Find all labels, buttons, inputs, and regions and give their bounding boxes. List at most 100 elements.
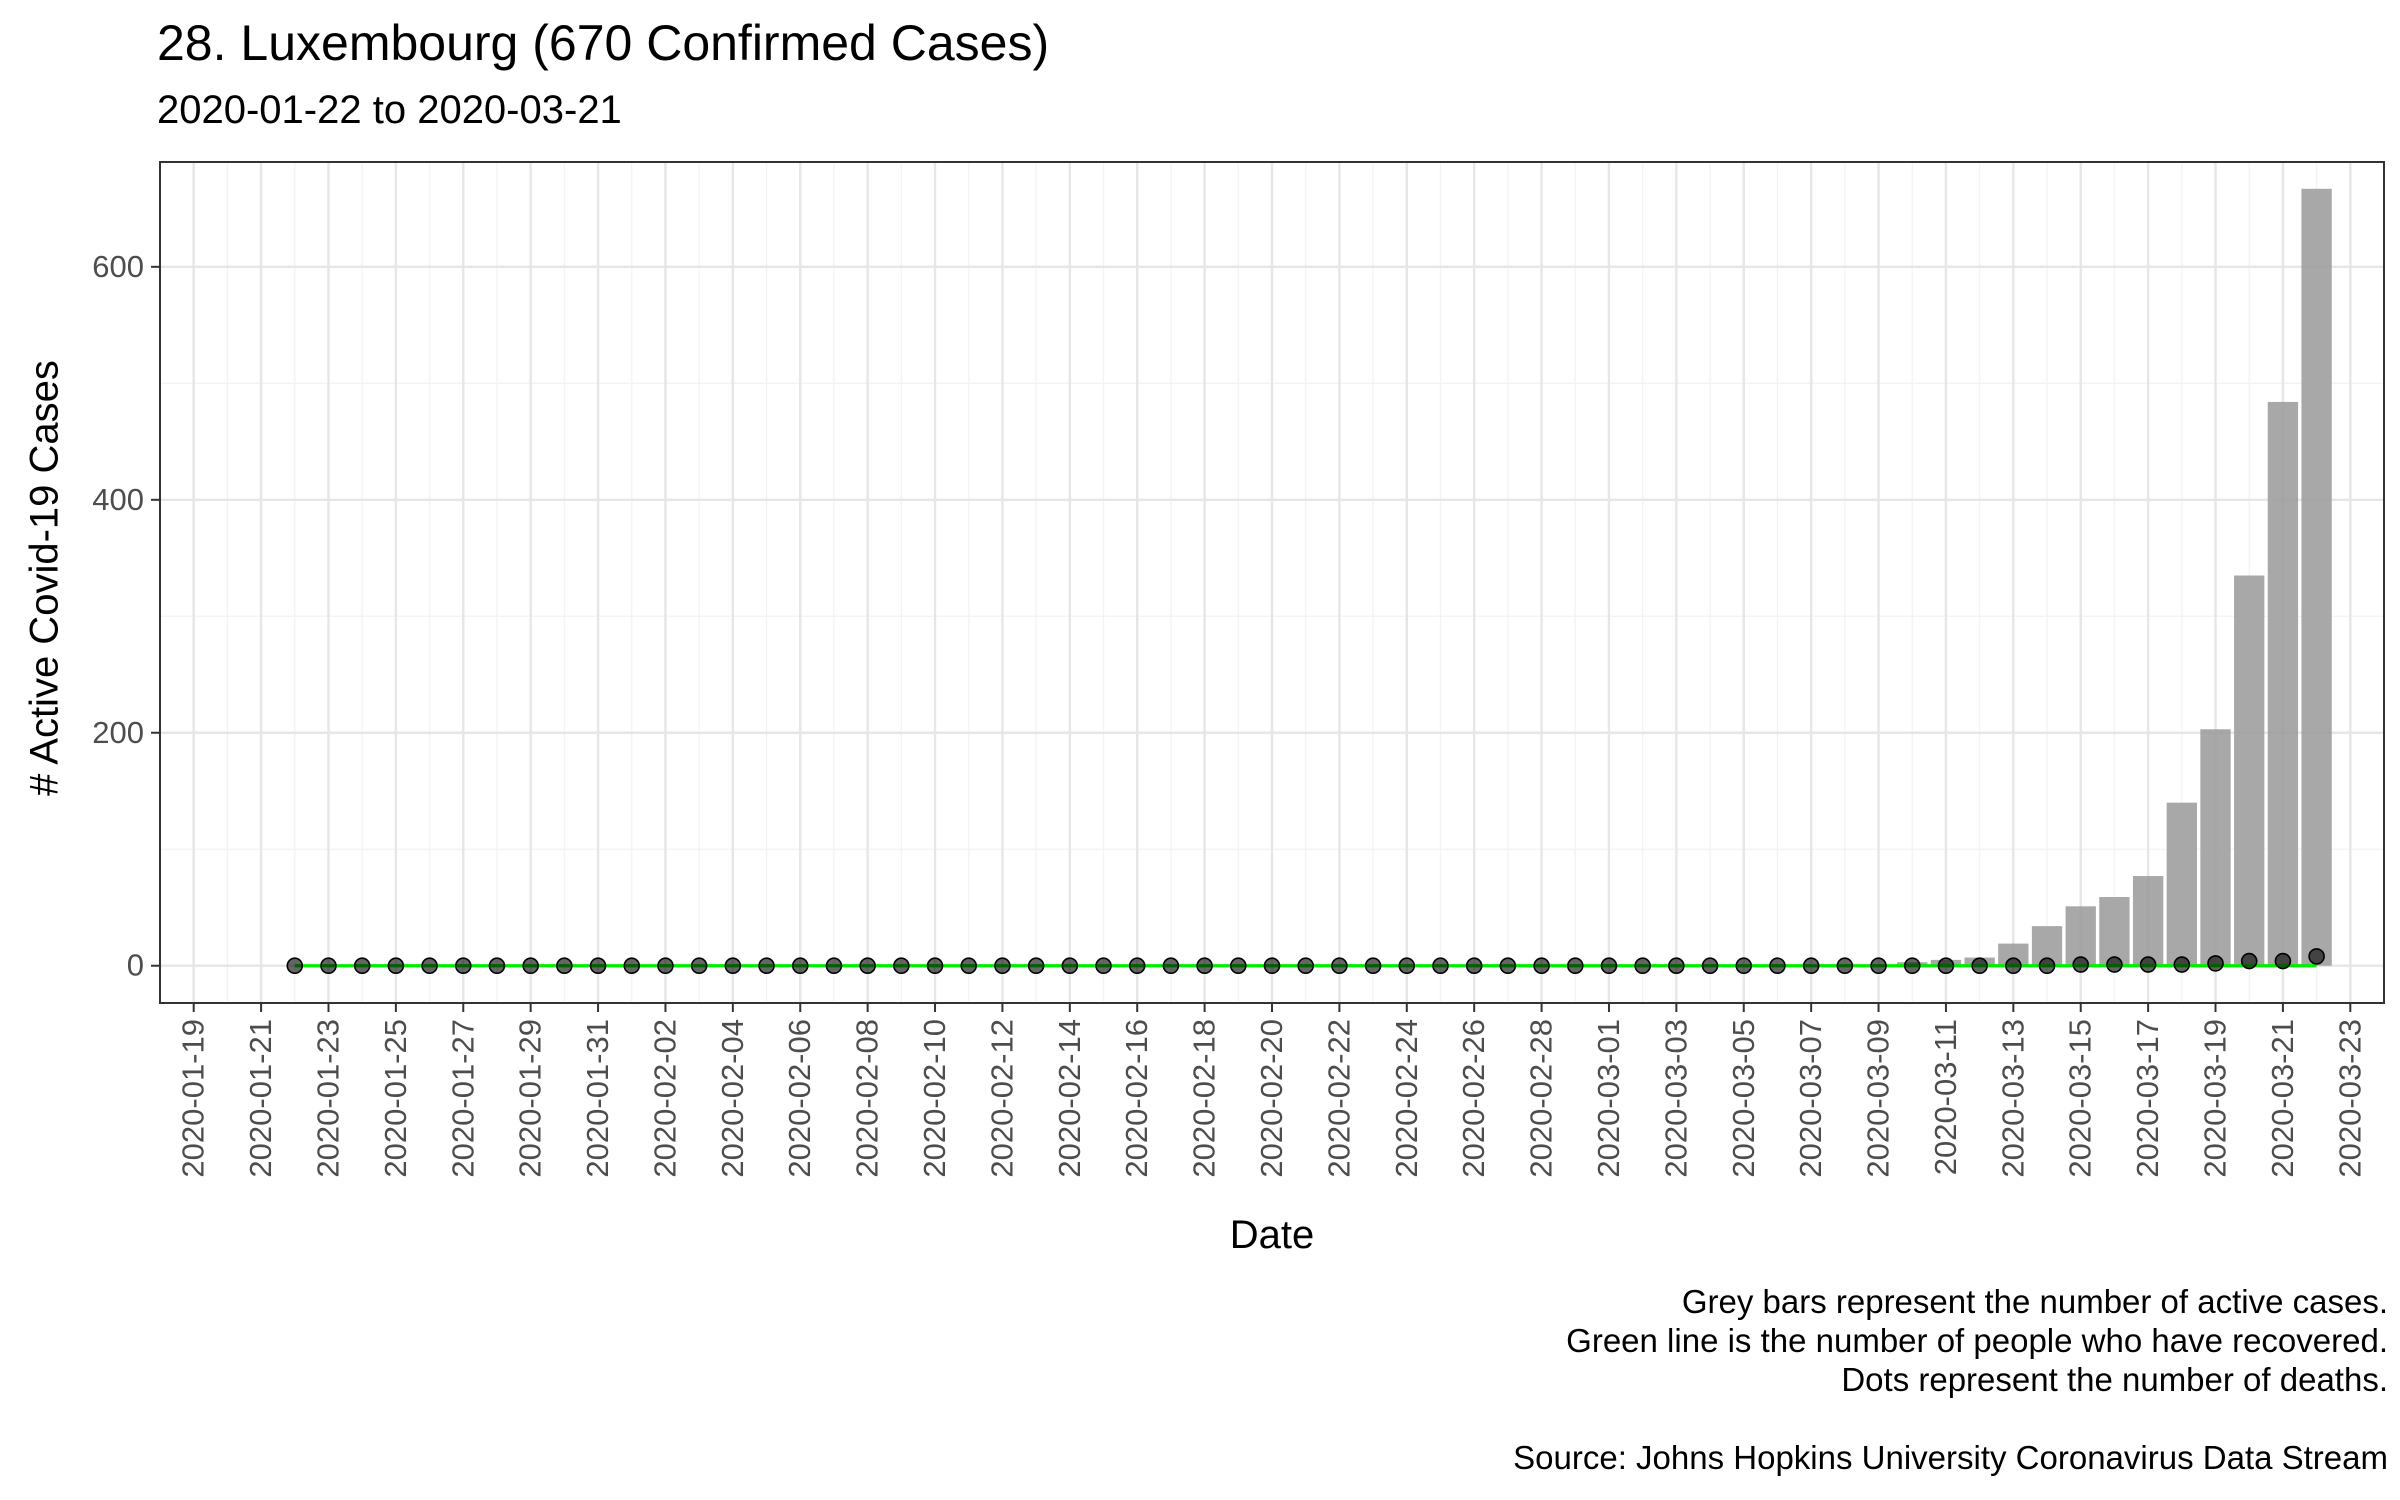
y-tick-label: 0	[127, 948, 144, 983]
x-tick-label: 2020-02-18	[1187, 1019, 1222, 1178]
death-point	[556, 957, 573, 975]
death-point	[1465, 957, 1483, 975]
death-point	[825, 957, 843, 975]
death-point	[1566, 957, 1584, 975]
x-tick-label: 2020-03-03	[1658, 1019, 1693, 1178]
death-point	[320, 957, 337, 975]
x-tick-label: 2020-03-11	[1928, 1019, 1963, 1175]
death-point	[1701, 957, 1719, 975]
x-axis-label: Date	[1229, 1213, 1315, 1257]
death-point	[1398, 957, 1416, 975]
death-point	[1027, 957, 1045, 975]
death-point	[791, 957, 809, 975]
death-point	[1061, 957, 1079, 975]
death-point	[1263, 957, 1281, 975]
death-point	[1331, 957, 1348, 975]
death-point	[2308, 948, 2325, 965]
x-tick-label: 2020-03-05	[1726, 1019, 1761, 1178]
death-point	[1870, 957, 1887, 975]
death-point	[859, 957, 876, 975]
death-point	[421, 957, 438, 975]
death-point	[488, 957, 506, 975]
x-tick-label: 2020-01-19	[176, 1019, 211, 1178]
active-cases-bar	[2234, 575, 2265, 966]
death-point	[1533, 957, 1550, 975]
death-point	[1196, 957, 1213, 975]
x-tick-label: 2020-02-22	[1321, 1019, 1356, 1178]
x-axis: 2020-01-19 2020-01-21 2020-01-23 2020-01-25…	[176, 1003, 2367, 1178]
caption-source: Source: Johns Hopkins University Coronav…	[1513, 1439, 2388, 1476]
x-tick-label: 2020-02-16	[1119, 1019, 1154, 1178]
death-point	[387, 957, 405, 975]
active-cases-bar	[2099, 897, 2130, 966]
death-point	[522, 957, 539, 975]
death-point	[1903, 957, 1921, 975]
active-cases-bar	[2200, 729, 2231, 966]
y-tick-label: 600	[92, 249, 144, 284]
y-axis: 0 200 400 600	[92, 249, 160, 983]
death-point	[1230, 957, 1247, 975]
death-point	[926, 957, 944, 975]
deaths-points	[286, 948, 2325, 975]
chart-caption: Grey bars represent the number of active…	[1513, 1282, 2388, 1477]
death-point	[1128, 957, 1146, 975]
active-cases-bar	[2301, 188, 2332, 966]
death-point	[1971, 957, 1988, 975]
death-point	[690, 957, 708, 975]
death-point	[623, 957, 641, 975]
x-tick-label: 2020-01-23	[310, 1019, 345, 1178]
death-point	[2038, 957, 2056, 975]
y-tick-label: 400	[92, 482, 144, 517]
x-tick-label: 2020-03-17	[2130, 1019, 2165, 1178]
x-tick-label: 2020-01-25	[378, 1019, 413, 1178]
x-tick-label: 2020-03-13	[1995, 1019, 2030, 1178]
x-tick-label: 2020-02-20	[1254, 1019, 1289, 1178]
death-point	[994, 957, 1011, 975]
death-point	[286, 957, 304, 975]
caption-bars-note: Grey bars represent the number of active…	[1681, 1283, 2388, 1320]
y-tick-label: 200	[92, 715, 144, 750]
death-point	[657, 957, 674, 975]
active-cases-bars	[1863, 188, 2332, 966]
death-point	[1668, 957, 1685, 975]
death-point	[454, 957, 472, 975]
death-point	[1095, 957, 1112, 975]
death-point	[2106, 956, 2123, 973]
death-point	[1836, 957, 1854, 975]
death-point	[2072, 956, 2090, 973]
death-point	[2139, 956, 2157, 973]
x-tick-label: 2020-02-14	[1052, 1019, 1087, 1178]
x-tick-label: 2020-03-15	[2063, 1019, 2098, 1178]
death-point	[1297, 957, 1314, 975]
death-point	[1735, 957, 1753, 975]
death-point	[724, 957, 742, 975]
x-tick-label: 2020-03-09	[1861, 1019, 1896, 1178]
death-point	[2005, 957, 2022, 975]
x-tick-label: 2020-01-31	[580, 1019, 615, 1178]
x-tick-label: 2020-02-02	[647, 1019, 682, 1178]
death-point	[960, 957, 978, 975]
death-point	[1499, 957, 1517, 975]
x-tick-label: 2020-03-19	[2198, 1019, 2233, 1178]
x-tick-label: 2020-01-27	[445, 1019, 480, 1178]
death-point	[1802, 957, 1820, 975]
grid-major	[160, 162, 2384, 1003]
x-tick-label: 2020-03-23	[2332, 1019, 2367, 1178]
x-tick-label: 2020-03-07	[1793, 1019, 1828, 1178]
caption-line-note: Green line is the number of people who h…	[1566, 1322, 2388, 1359]
active-cases-bar	[2065, 906, 2096, 966]
x-tick-label: 2020-02-04	[715, 1019, 750, 1178]
x-tick-label: 2020-02-28	[1524, 1019, 1559, 1178]
death-point	[1432, 957, 1449, 975]
x-tick-label: 2020-03-21	[2265, 1019, 2300, 1178]
x-tick-label: 2020-02-26	[1456, 1019, 1491, 1178]
active-cases-bar	[2132, 876, 2164, 966]
chart-title: 28. Luxembourg (670 Confirmed Cases)	[157, 15, 1050, 71]
x-tick-label: 2020-02-08	[850, 1019, 885, 1178]
x-tick-label: 2020-02-06	[782, 1019, 817, 1178]
x-tick-label: 2020-02-24	[1389, 1019, 1424, 1178]
active-cases-bar	[2166, 802, 2197, 966]
x-tick-label: 2020-02-12	[984, 1019, 1019, 1178]
death-point	[2207, 955, 2224, 972]
